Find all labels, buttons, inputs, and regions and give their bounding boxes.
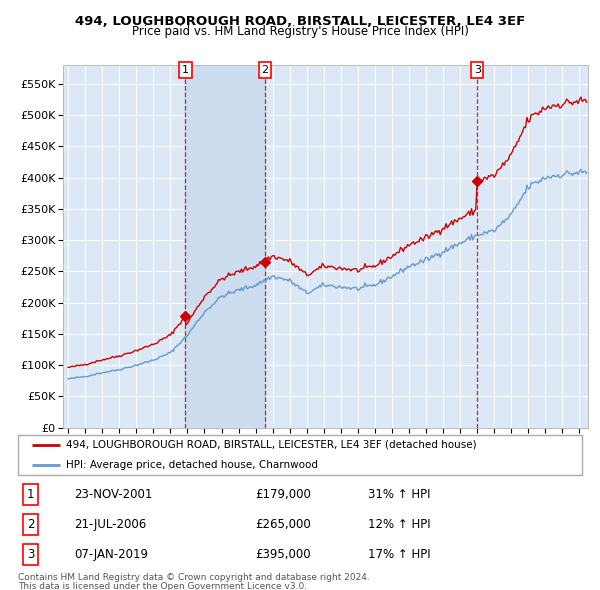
Text: Contains HM Land Registry data © Crown copyright and database right 2024.: Contains HM Land Registry data © Crown c…	[18, 573, 370, 582]
Bar	[185, 65, 265, 428]
Text: 07-JAN-2019: 07-JAN-2019	[74, 548, 148, 561]
Text: 31% ↑ HPI: 31% ↑ HPI	[368, 488, 430, 501]
Text: This data is licensed under the Open Government Licence v3.0.: This data is licensed under the Open Gov…	[18, 582, 307, 590]
Text: 2: 2	[261, 65, 268, 75]
Text: HPI: Average price, detached house, Charnwood: HPI: Average price, detached house, Char…	[66, 460, 318, 470]
FancyBboxPatch shape	[18, 435, 582, 475]
Text: 1: 1	[182, 65, 189, 75]
Text: 3: 3	[474, 65, 481, 75]
Text: Price paid vs. HM Land Registry's House Price Index (HPI): Price paid vs. HM Land Registry's House …	[131, 25, 469, 38]
Text: 23-NOV-2001: 23-NOV-2001	[74, 488, 153, 501]
Text: 494, LOUGHBOROUGH ROAD, BIRSTALL, LEICESTER, LE4 3EF: 494, LOUGHBOROUGH ROAD, BIRSTALL, LEICES…	[75, 15, 525, 28]
Text: 2: 2	[26, 518, 34, 531]
Text: 494, LOUGHBOROUGH ROAD, BIRSTALL, LEICESTER, LE4 3EF (detached house): 494, LOUGHBOROUGH ROAD, BIRSTALL, LEICES…	[66, 440, 476, 450]
Text: 1: 1	[26, 488, 34, 501]
Text: £395,000: £395,000	[255, 548, 311, 561]
Text: 3: 3	[27, 548, 34, 561]
Text: £265,000: £265,000	[255, 518, 311, 531]
Text: £179,000: £179,000	[255, 488, 311, 501]
Text: 12% ↑ HPI: 12% ↑ HPI	[368, 518, 430, 531]
Text: 21-JUL-2006: 21-JUL-2006	[74, 518, 146, 531]
Text: 17% ↑ HPI: 17% ↑ HPI	[368, 548, 430, 561]
